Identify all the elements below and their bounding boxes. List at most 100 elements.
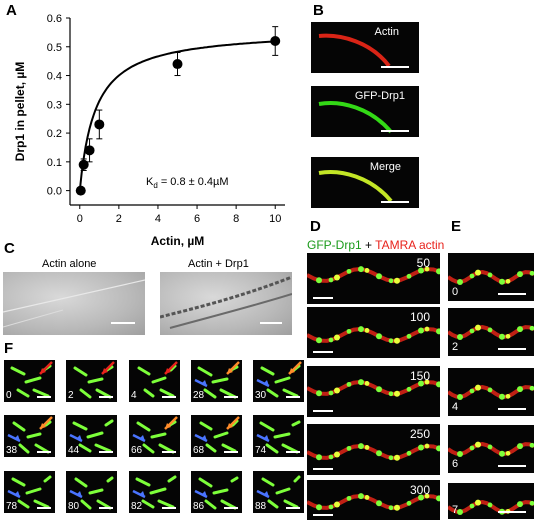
micrograph-time-frame: 66 <box>129 415 180 457</box>
micrograph-time-frame: 2 <box>448 308 534 356</box>
scale-bar <box>37 507 51 509</box>
scale-bar <box>313 410 333 412</box>
y-tick-label: 0.5 <box>47 42 62 54</box>
time-label: 66 <box>131 445 143 456</box>
micrograph-time-frame: 30 <box>253 360 304 402</box>
time-label: 6 <box>452 458 459 470</box>
micrograph-time-frame: 100 <box>307 307 440 358</box>
y-tick-label: 0.0 <box>47 186 62 198</box>
micrograph-time-frame: 4 <box>129 360 180 402</box>
panel-label-a: A <box>6 2 17 19</box>
scale-bar <box>111 322 135 324</box>
y-tick-label: 0.4 <box>47 71 62 83</box>
scale-bar <box>224 451 238 453</box>
time-label: 250 <box>409 427 430 441</box>
title-tamra-actin: TAMRA actin <box>375 238 445 252</box>
x-tick-label: 8 <box>233 213 239 225</box>
scale-bar <box>224 507 238 509</box>
scale-bar <box>381 201 409 203</box>
time-label: 7 <box>452 504 459 516</box>
time-label: 78 <box>6 501 18 512</box>
panel-d-title: GFP-Drp1 + TAMRA actin <box>307 238 444 252</box>
x-tick-label: 2 <box>116 213 122 225</box>
micrograph-time-frame: 0 <box>448 253 534 301</box>
micrograph-time-frame: 50 <box>307 253 440 304</box>
scale-bar <box>162 396 176 398</box>
x-tick-label: 4 <box>155 213 161 225</box>
micrograph-time-frame: 300 <box>307 480 440 520</box>
scale-bar <box>498 465 526 467</box>
data-point <box>84 145 95 156</box>
scale-bar <box>313 468 333 470</box>
x-tick-label: 6 <box>194 213 200 225</box>
scale-bar <box>498 511 526 513</box>
scale-bar <box>498 408 526 410</box>
micrograph-time-frame: 7 <box>448 483 534 519</box>
micrograph-time-frame: 74 <box>253 415 304 457</box>
y-axis-label: Drp1 in pellet, µM <box>13 62 27 162</box>
label-gfp-drp1: GFP-Drp1 <box>354 90 405 102</box>
label-actin: Actin <box>374 26 399 38</box>
scale-bar <box>498 293 526 295</box>
fit-curve <box>78 40 276 191</box>
micrograph-time-frame: 68 <box>191 415 242 457</box>
time-label: 74 <box>255 445 267 456</box>
time-label: 50 <box>416 256 430 270</box>
em-image-actin-alone <box>3 272 145 335</box>
panel-label-d: D <box>310 218 321 235</box>
data-point <box>75 185 86 196</box>
scale-bar <box>498 348 526 350</box>
micrograph-time-frame: 78 <box>4 471 55 513</box>
micrograph-time-frame: 80 <box>66 471 117 513</box>
scale-bar <box>37 451 51 453</box>
title-gfp-drp1: GFP-Drp1 <box>307 238 362 252</box>
scale-bar <box>99 396 113 398</box>
x-tick-label: 10 <box>269 213 281 225</box>
micrograph-gfp-drp1: GFP-Drp1 <box>311 86 419 137</box>
scale-bar <box>99 451 113 453</box>
binding-chart: 0 2 4 6 8 10 0.0 0.1 0.2 0.3 0.4 0.5 0.6 Actin, µM Drp… <box>13 13 285 248</box>
time-label: 0 <box>452 286 459 298</box>
time-label: 150 <box>409 369 430 383</box>
micrograph-time-frame: 2 <box>66 360 117 402</box>
scale-bar <box>381 130 409 132</box>
scale-bar <box>286 396 300 398</box>
scale-bar <box>313 514 333 516</box>
time-label: 30 <box>255 390 267 401</box>
time-label: 4 <box>131 390 137 401</box>
caption-actin-alone: Actin alone <box>42 258 97 270</box>
y-tick-label: 0.1 <box>47 157 62 169</box>
y-tick-label: 0.3 <box>47 99 62 111</box>
scale-bar <box>224 396 238 398</box>
panel-label-e: E <box>451 218 462 235</box>
title-plus: + <box>361 238 376 252</box>
time-label: 300 <box>409 483 430 497</box>
data-point <box>78 159 89 170</box>
scale-bar <box>313 297 333 299</box>
micrograph-time-frame: 0 <box>4 360 55 402</box>
panel-label-b: B <box>313 2 324 19</box>
micrograph-merge: Merge <box>311 157 419 208</box>
time-label: 0 <box>6 390 12 401</box>
scale-bar <box>99 507 113 509</box>
kd-annotation: Kd = 0.8 ± 0.4µM <box>146 176 229 190</box>
micrograph-time-frame: 250 <box>307 424 440 475</box>
micrograph-time-frame: 4 <box>448 368 534 416</box>
time-label: 80 <box>68 501 80 512</box>
data-point <box>94 119 105 130</box>
time-label: 86 <box>193 501 205 512</box>
micrograph-time-frame: 82 <box>129 471 180 513</box>
scale-bar <box>286 451 300 453</box>
y-tick-label: 0.6 <box>47 13 62 25</box>
time-label: 4 <box>452 401 459 413</box>
micrograph-time-frame: 86 <box>191 471 242 513</box>
time-label: 28 <box>193 390 205 401</box>
micrograph-time-frame: 88 <box>253 471 304 513</box>
time-label: 2 <box>452 341 459 353</box>
scale-bar <box>286 507 300 509</box>
scale-bar <box>381 66 409 68</box>
time-label: 68 <box>193 445 205 456</box>
micrograph-time-frame: 28 <box>191 360 242 402</box>
panel-label-c: C <box>4 240 15 257</box>
time-label: 100 <box>409 310 430 324</box>
